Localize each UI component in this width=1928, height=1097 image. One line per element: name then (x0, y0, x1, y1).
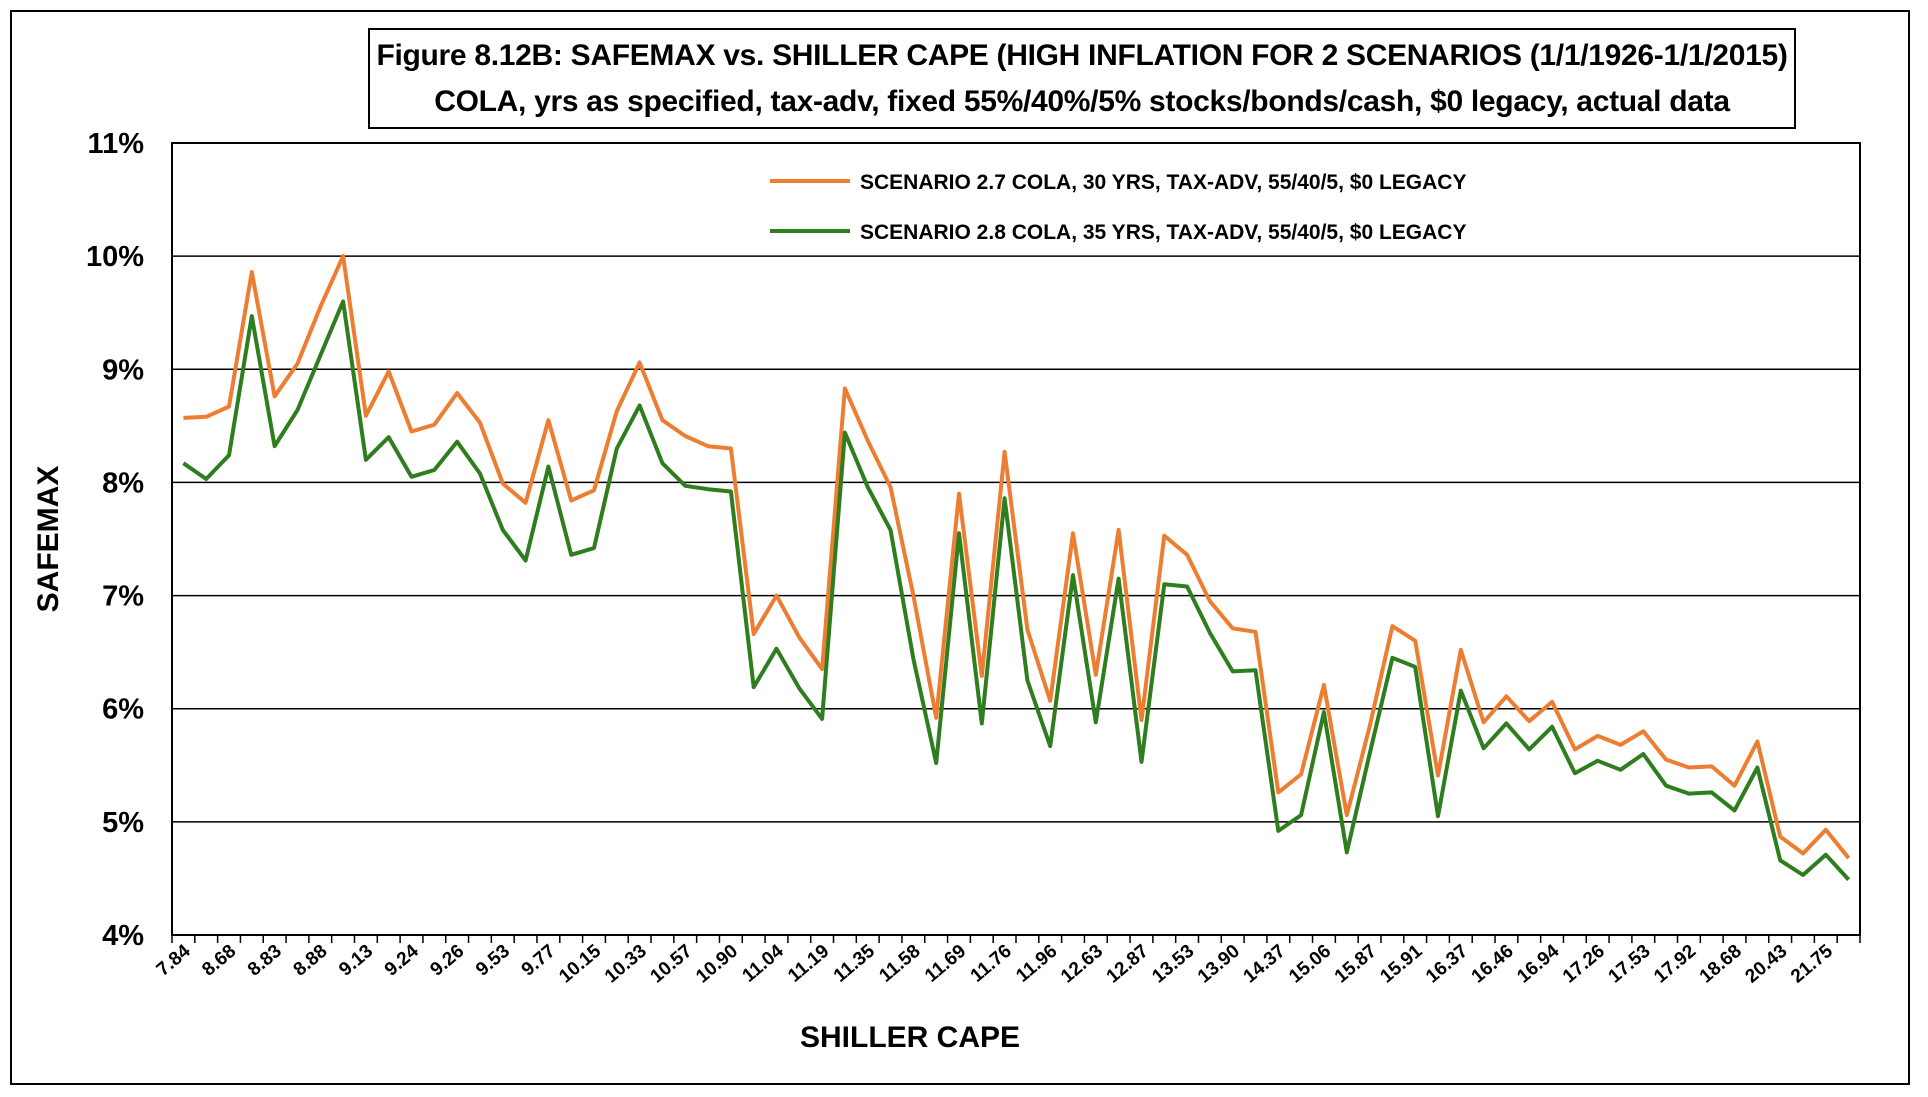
x-tick-label: 14.37 (1240, 941, 1290, 988)
gridlines (172, 255, 1860, 823)
x-tick-label: 13.90 (1194, 941, 1244, 988)
x-tick-label: 13.53 (1148, 941, 1198, 988)
x-tick-label: 11.69 (921, 941, 970, 987)
y-tick-label: 5% (102, 807, 144, 839)
x-tick-label: 9.53 (472, 941, 514, 981)
x-tick-label: 11.76 (967, 941, 1016, 987)
x-tick-label: 8.68 (198, 941, 240, 981)
legend: SCENARIO 2.7 COLA, 30 YRS, TAX-ADV, 55/4… (770, 171, 1466, 244)
x-tick-label: 15.06 (1285, 941, 1335, 988)
x-tick-label: 9.77 (518, 941, 560, 981)
x-tick-label: 16.37 (1422, 941, 1472, 988)
x-tick-label: 16.46 (1468, 941, 1518, 988)
legend-label-scenario-2-7: SCENARIO 2.7 COLA, 30 YRS, TAX-ADV, 55/4… (860, 171, 1466, 194)
x-tick-label: 20.43 (1741, 941, 1791, 988)
x-axis-title: SHILLER CAPE (800, 1021, 1020, 1054)
x-tick-label: 11.96 (1012, 941, 1061, 987)
y-tick-label: 11% (88, 128, 145, 160)
x-tick-label: 10.15 (555, 940, 605, 987)
series-layer (182, 254, 1851, 881)
x-tick-label: 11.04 (739, 940, 788, 986)
y-axis-title: SAFEMAX (32, 466, 65, 613)
y-tick-label: 9% (102, 354, 144, 386)
x-tick-label: 11.58 (875, 941, 924, 987)
x-tick-label: 7.84 (153, 940, 195, 980)
x-axis-tick-marks (171, 935, 1861, 943)
x-tick-label: 9.13 (335, 941, 377, 981)
series-line-scenario-2-8 (182, 299, 1851, 881)
x-tick-label: 10.33 (601, 941, 651, 988)
x-tick-label: 17.92 (1650, 941, 1700, 988)
x-tick-label: 15.87 (1331, 941, 1381, 988)
x-axis-tick-labels: 7.84 8.68 8.83 8.88 9.13 9.24 9.26 9.53 9.7710.1… (153, 940, 1838, 987)
chart-title-line2: COLA, yrs as specified, tax-adv, fixed 5… (434, 84, 1730, 118)
x-tick-label: 11.19 (784, 941, 833, 987)
x-tick-label: 8.83 (244, 941, 286, 981)
x-tick-label: 9.24 (381, 940, 423, 980)
x-tick-label: 12.87 (1103, 941, 1153, 988)
y-tick-label: 10% (86, 241, 144, 273)
x-tick-label: 17.53 (1605, 941, 1655, 988)
x-tick-label: 12.63 (1057, 941, 1107, 988)
y-axis-tick-labels: 4% 5% 6% 7% 8% 9% 10% 11% (86, 128, 144, 952)
y-tick-label: 8% (102, 467, 144, 499)
y-tick-label: 6% (102, 694, 144, 726)
series-line-scenario-2-7 (183, 254, 1851, 860)
x-tick-label: 16.94 (1513, 940, 1563, 987)
x-tick-label: 18.68 (1696, 941, 1746, 988)
x-tick-label: 8.88 (290, 941, 332, 981)
x-tick-label: 21.75 (1787, 940, 1837, 987)
x-tick-label: 10.57 (647, 941, 697, 988)
x-tick-label: 10.90 (692, 941, 742, 988)
y-tick-label: 7% (102, 581, 144, 613)
x-tick-label: 9.26 (427, 941, 469, 981)
chart-title-box: Figure 8.12B: SAFEMAX vs. SHILLER CAPE (… (368, 28, 1796, 129)
x-tick-label: 17.26 (1559, 941, 1609, 988)
legend-label-scenario-2-8: SCENARIO 2.8 COLA, 35 YRS, TAX-ADV, 55/4… (860, 221, 1466, 244)
x-tick-label: 15.91 (1376, 940, 1426, 987)
y-tick-label: 4% (102, 920, 144, 952)
x-tick-label: 11.35 (830, 940, 879, 986)
chart-title-line1: Figure 8.12B: SAFEMAX vs. SHILLER CAPE (… (376, 38, 1788, 72)
